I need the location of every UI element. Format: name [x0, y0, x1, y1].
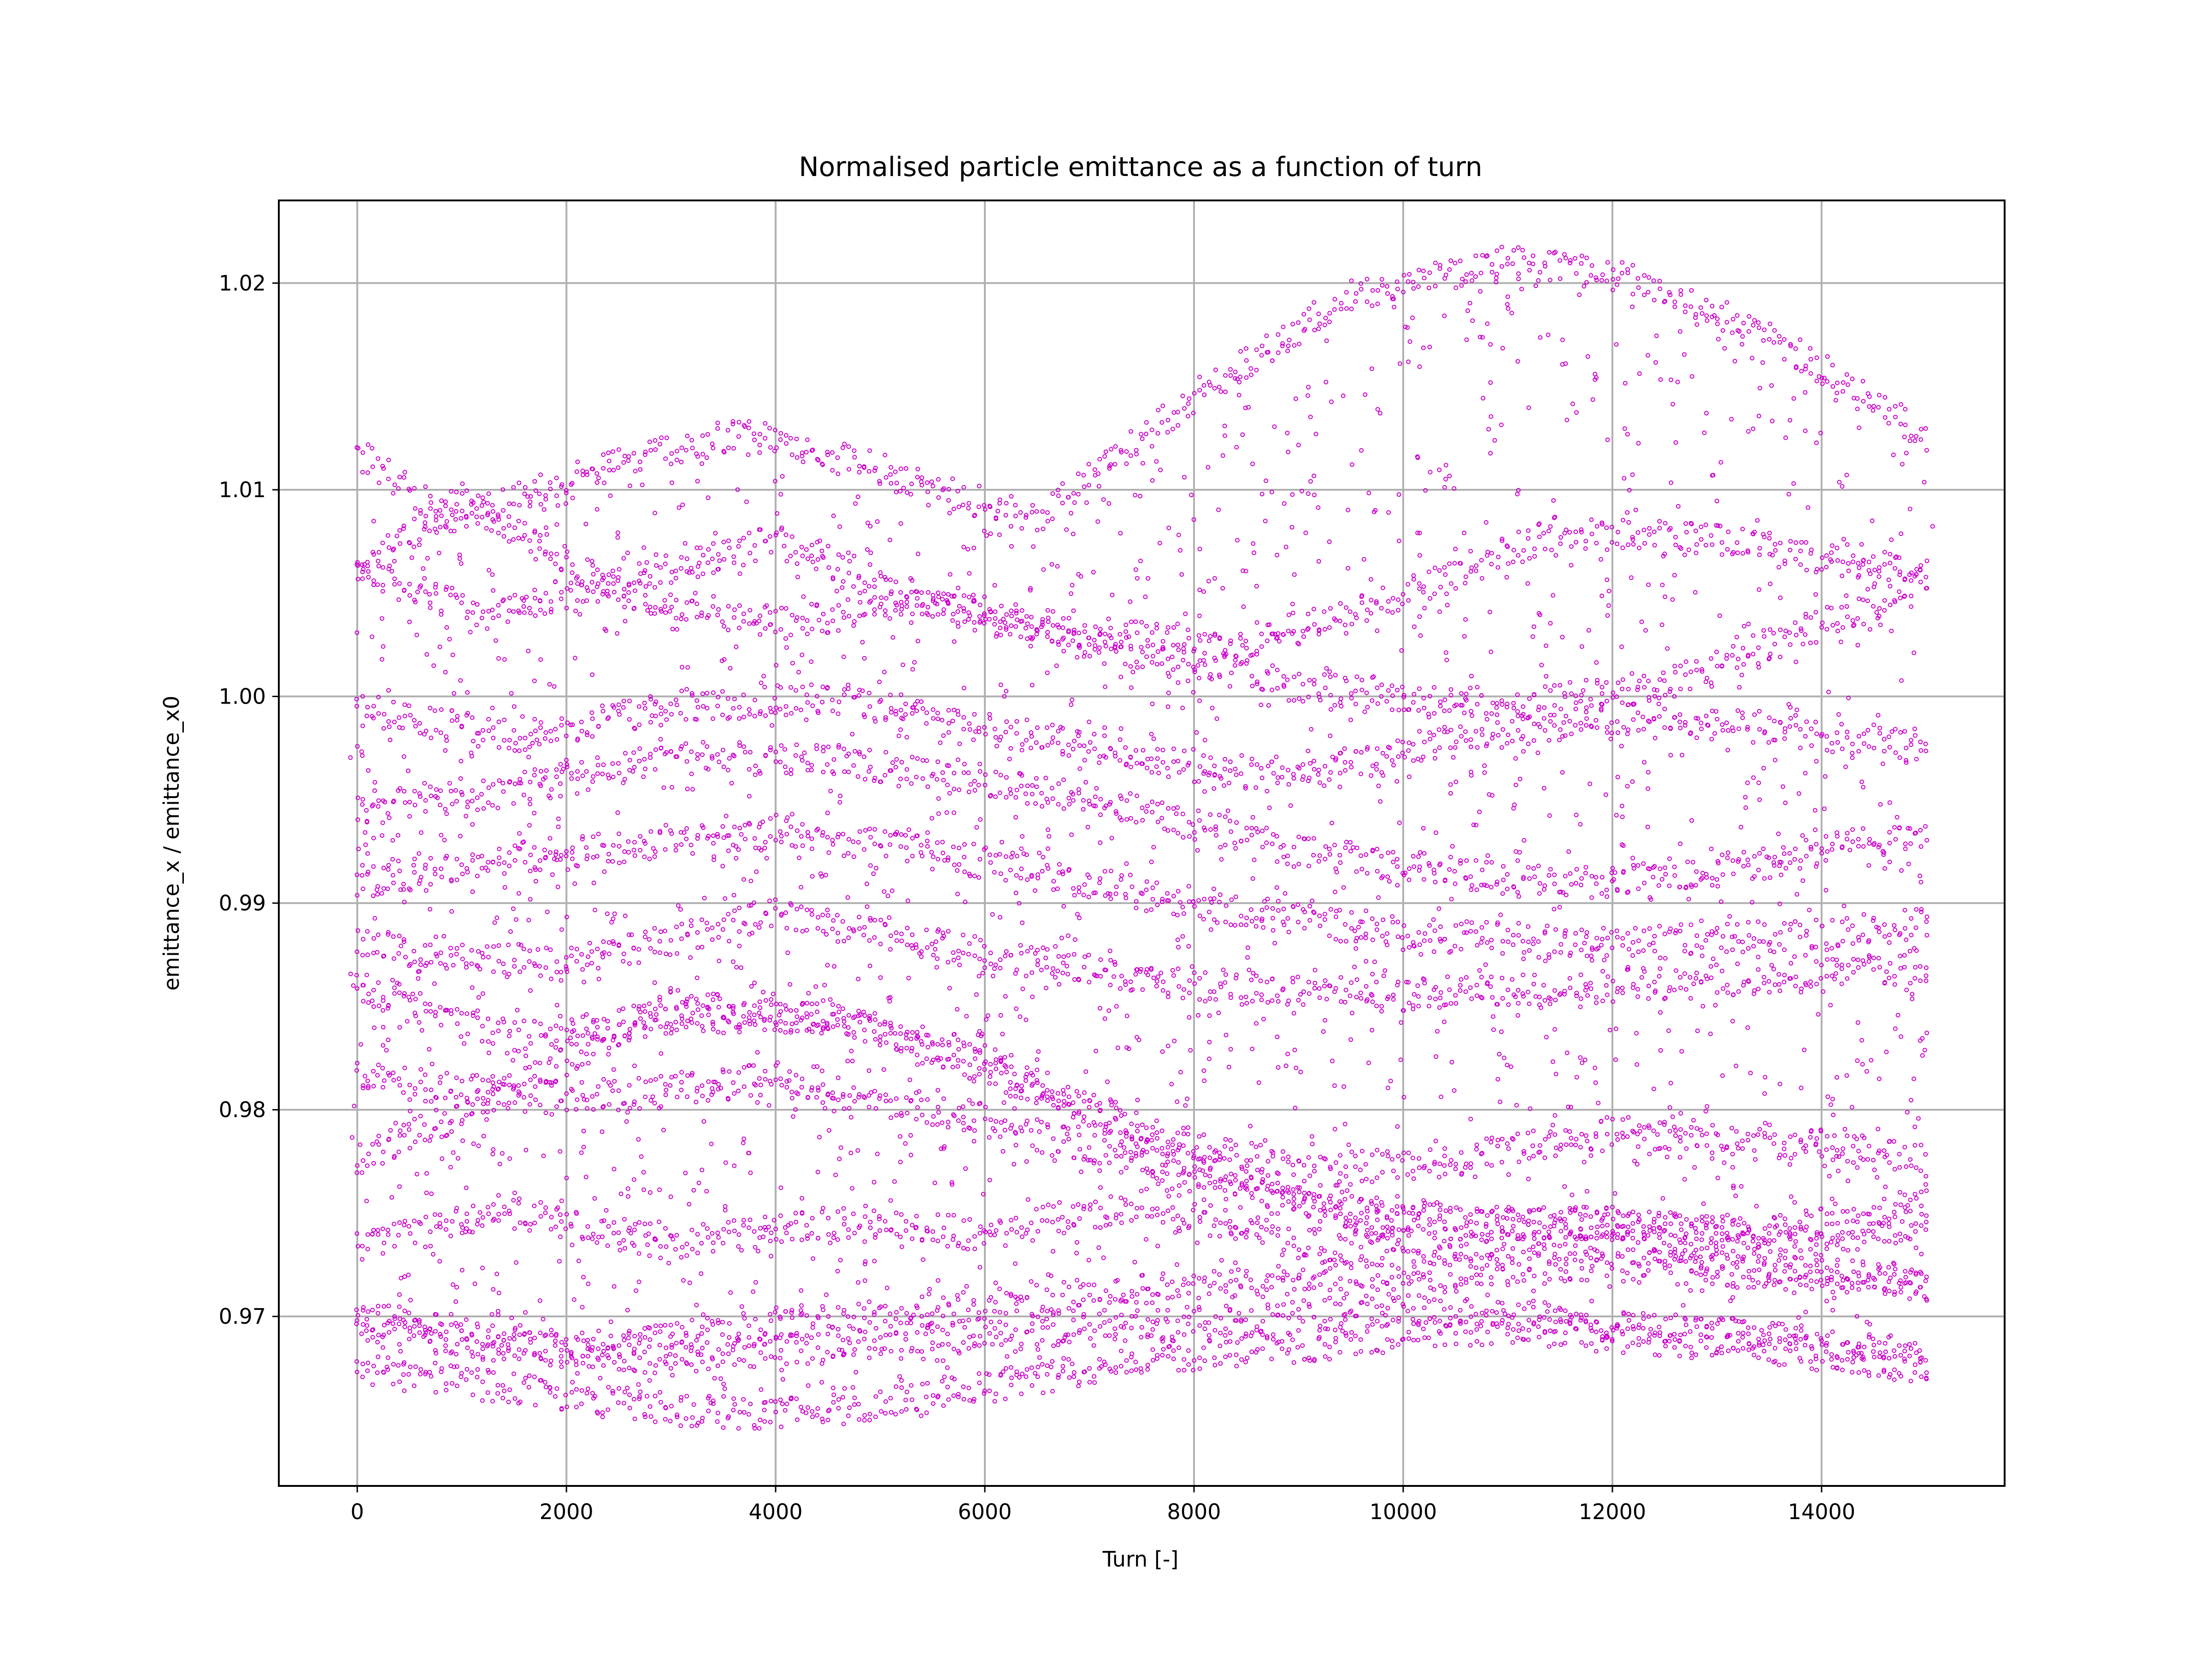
chart-title: Normalised particle emittance as a funct…: [799, 151, 1482, 182]
plot-background: [279, 200, 2005, 1486]
